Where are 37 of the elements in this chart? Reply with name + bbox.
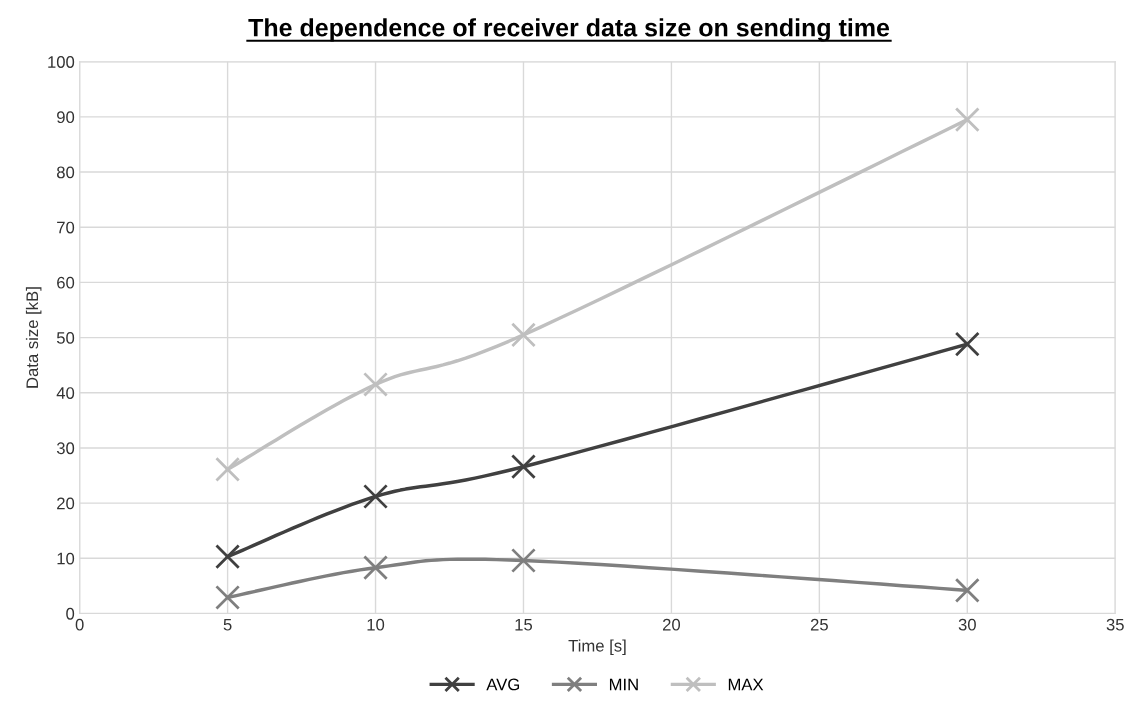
legend-label: AVG (486, 678, 520, 691)
x-tick-label: 15 (515, 618, 533, 631)
chart-title: The dependence of receiver data size on sending time (248, 18, 890, 42)
point (215, 456, 241, 482)
point (215, 584, 241, 610)
x-tick-label: 35 (1106, 618, 1124, 631)
legend-label: MAX (728, 678, 764, 691)
y-tick-label: 100 (48, 56, 75, 68)
x-tick-label: 0 (75, 618, 84, 631)
x-tick-label: 30 (958, 618, 976, 631)
point (215, 544, 241, 570)
legend-label: MIN (609, 678, 638, 691)
y-tick-label: 40 (56, 387, 75, 399)
x-tick-label: 10 (367, 618, 385, 631)
point (954, 577, 980, 603)
y-tick-label: 60 (57, 276, 75, 289)
y-tick-label: 80 (56, 166, 75, 179)
y-tick-label: 0 (66, 607, 75, 620)
point (510, 454, 536, 480)
point (510, 322, 536, 348)
x-tick-label: 20 (662, 618, 681, 631)
y-tick-label: 50 (56, 331, 75, 344)
point (510, 548, 536, 573)
x-tick-label: 25 (810, 618, 828, 631)
y-tick-label: 70 (57, 221, 75, 234)
point (954, 107, 980, 133)
point (363, 484, 389, 509)
point (363, 555, 389, 581)
y-tick-label: 10 (57, 552, 75, 565)
x-axis-title: Time [s] (568, 639, 626, 655)
point (363, 371, 389, 397)
y-tick-label: 30 (56, 442, 75, 455)
y-axis-title: Data size [kB] (25, 287, 42, 388)
y-tick-label: 20 (57, 497, 75, 510)
y-tick-label: 90 (57, 111, 75, 124)
x-tick-label: 5 (223, 618, 232, 631)
point (954, 331, 980, 357)
